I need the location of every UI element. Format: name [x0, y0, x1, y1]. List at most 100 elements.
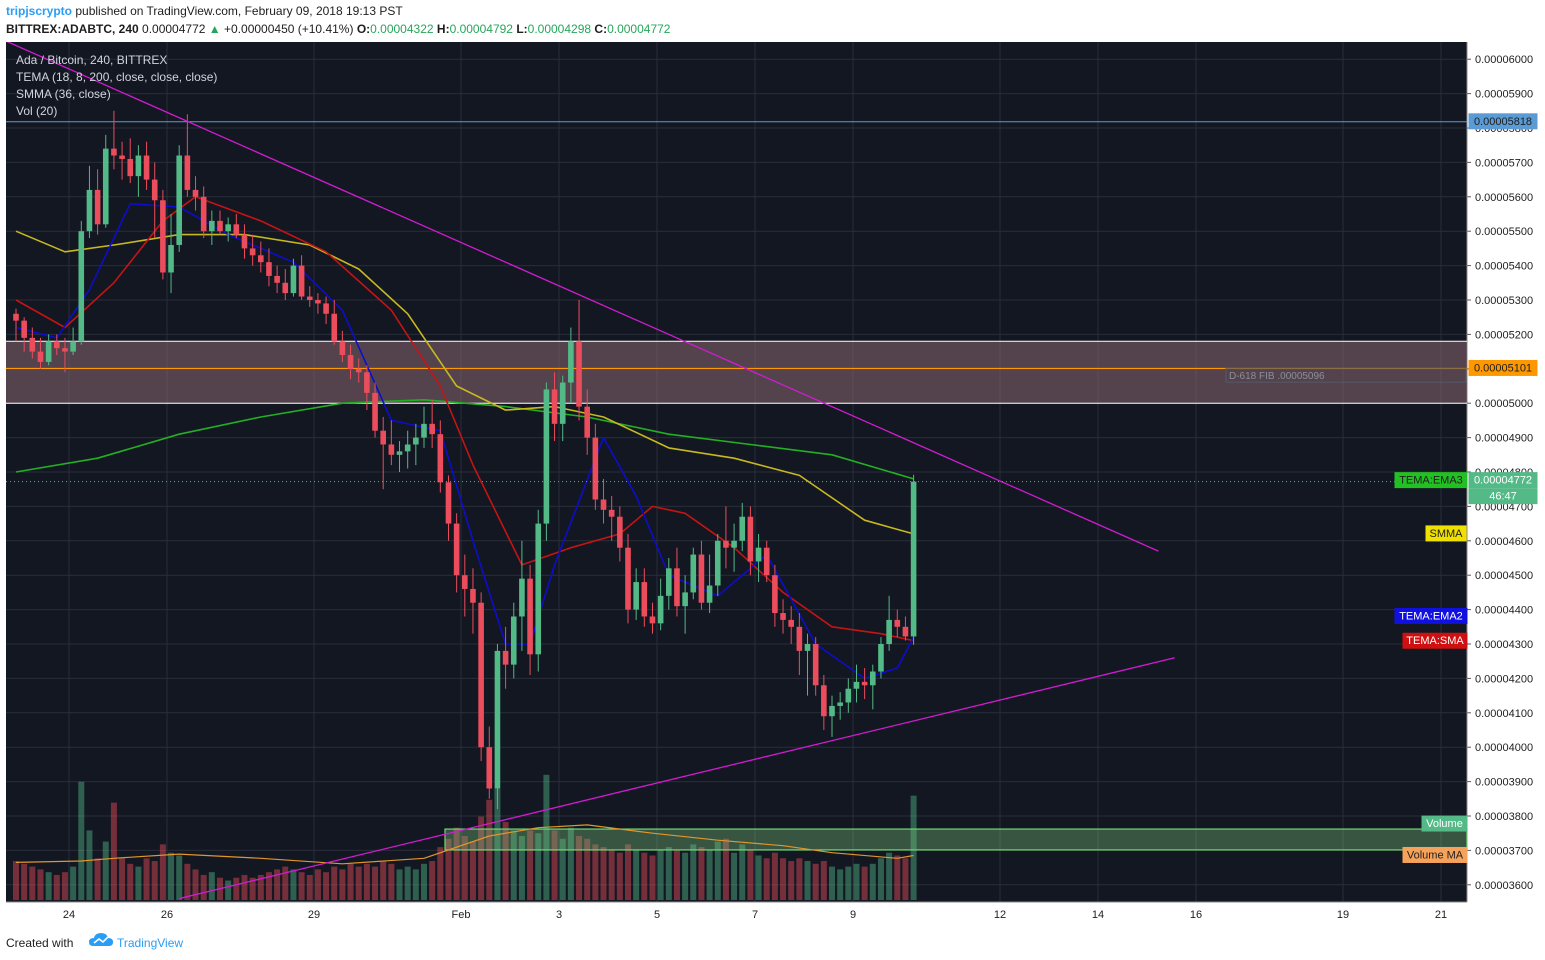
volume-bar: [592, 844, 599, 900]
candle-body: [355, 368, 362, 373]
resistance-zone: [6, 341, 1467, 404]
time-tick-label: 3: [556, 909, 562, 921]
candle-body: [747, 516, 754, 562]
time-tick-label: 16: [1190, 909, 1202, 921]
volume-bar: [102, 841, 109, 900]
legend-tema[interactable]: TEMA (18, 8, 200, close, close, close): [16, 70, 218, 84]
volume-bar: [877, 858, 884, 900]
author-link[interactable]: tripjscrypto: [6, 4, 73, 18]
up-arrow-icon: ▲: [208, 22, 221, 36]
volume-bar: [274, 869, 281, 900]
volume-bar: [543, 774, 550, 900]
candle-body: [209, 220, 215, 232]
price-tick-label: 0.00005600: [1475, 192, 1533, 204]
candle-body: [78, 231, 85, 342]
close-value: 0.00004772: [607, 22, 671, 36]
volume-bar: [649, 855, 656, 900]
candle-body: [347, 355, 354, 369]
volume-bar: [771, 852, 778, 900]
hline-price-tag: 0.00005818: [1474, 116, 1532, 128]
tradingview-link[interactable]: TradingView: [117, 936, 184, 950]
candle-body: [837, 702, 843, 706]
candle-body: [527, 578, 533, 655]
time-tick-label: 26: [161, 909, 173, 921]
symbol-line: BITTREX:ADABTC, 240 0.00004772 ▲ +0.0000…: [6, 22, 670, 36]
candle-body: [143, 155, 150, 180]
volume-bar: [788, 861, 795, 900]
volume-bar: [257, 874, 264, 900]
low-label: L:: [516, 22, 528, 36]
candle-body: [86, 189, 93, 232]
chart-panel[interactable]: 0.000060000.000059000.000058000.00005700…: [6, 42, 1545, 924]
volume-bar: [812, 863, 819, 900]
volume-bar: [796, 858, 803, 900]
price-axis-background: [1467, 42, 1545, 902]
candle-body: [698, 554, 705, 603]
volume-label-tag-box: [1421, 815, 1468, 832]
candle-body: [274, 275, 280, 283]
price-change: +0.00000450 (+10.41%): [224, 22, 354, 36]
volume-bar: [518, 836, 525, 900]
descending-trendline[interactable]: [6, 42, 1159, 552]
candle-body: [168, 244, 174, 273]
candle-body: [600, 499, 607, 510]
price-chart[interactable]: 0.000060000.000059000.000058000.00005700…: [6, 42, 1545, 924]
candle-body: [494, 650, 501, 789]
ascending-trendline[interactable]: [179, 657, 1175, 900]
candle-body: [94, 189, 101, 225]
legend-vol[interactable]: Vol (20): [16, 104, 58, 118]
candle-body: [380, 430, 386, 445]
volume-bar: [61, 872, 68, 900]
candle-body: [21, 320, 27, 338]
countdown-tag: 46:47: [1489, 491, 1517, 503]
price-tick-label: 0.00004300: [1475, 639, 1533, 651]
volume-bar: [886, 852, 893, 900]
last-price-tag-box: [1468, 472, 1538, 489]
candle-body: [127, 158, 134, 177]
candle-body: [486, 747, 493, 789]
volume-bar: [110, 802, 117, 900]
candle-body: [682, 592, 688, 607]
volume-bar: [45, 872, 52, 900]
candle-body: [217, 220, 223, 232]
candle-body: [45, 341, 52, 362]
candle-body: [780, 613, 786, 620]
candle-body: [559, 382, 566, 424]
volume-bar: [722, 838, 729, 900]
candle-body: [364, 372, 370, 393]
candle-body: [861, 681, 868, 686]
time-tick-label: 5: [654, 909, 660, 921]
volume-bar: [861, 866, 868, 900]
volume-bar: [478, 816, 485, 900]
candle-body: [249, 248, 256, 256]
candle-body: [731, 540, 737, 548]
volume-bar: [21, 863, 28, 900]
candle-body: [62, 348, 68, 352]
candle-body: [470, 588, 476, 603]
sma-label-tag-box: [1402, 632, 1468, 649]
volume-bar: [739, 844, 746, 900]
volume-bar: [698, 847, 705, 900]
volume-bar: [682, 852, 689, 900]
volume-bar: [53, 874, 60, 900]
volume-bar: [200, 874, 207, 900]
candle-body: [241, 234, 248, 249]
volume-bar: [567, 827, 574, 900]
candle-body: [306, 296, 313, 300]
candle-body: [706, 585, 713, 603]
volume-bar: [494, 788, 501, 900]
price-tick-label: 0.00004700: [1475, 501, 1533, 513]
candle-body: [657, 595, 664, 624]
volume-bar: [853, 863, 860, 900]
volume-bar: [894, 855, 901, 900]
volume-bar: [633, 849, 640, 900]
legend-smma[interactable]: SMMA (36, close): [16, 87, 111, 101]
price-tick-label: 0.00005000: [1475, 398, 1533, 410]
candle-body: [233, 224, 240, 235]
volume-bar: [372, 866, 379, 900]
volume-bar: [706, 849, 713, 900]
candle-body: [135, 155, 142, 177]
volume-bar: [151, 861, 158, 900]
volume-bar: [690, 844, 697, 900]
volume-bar: [29, 866, 36, 900]
